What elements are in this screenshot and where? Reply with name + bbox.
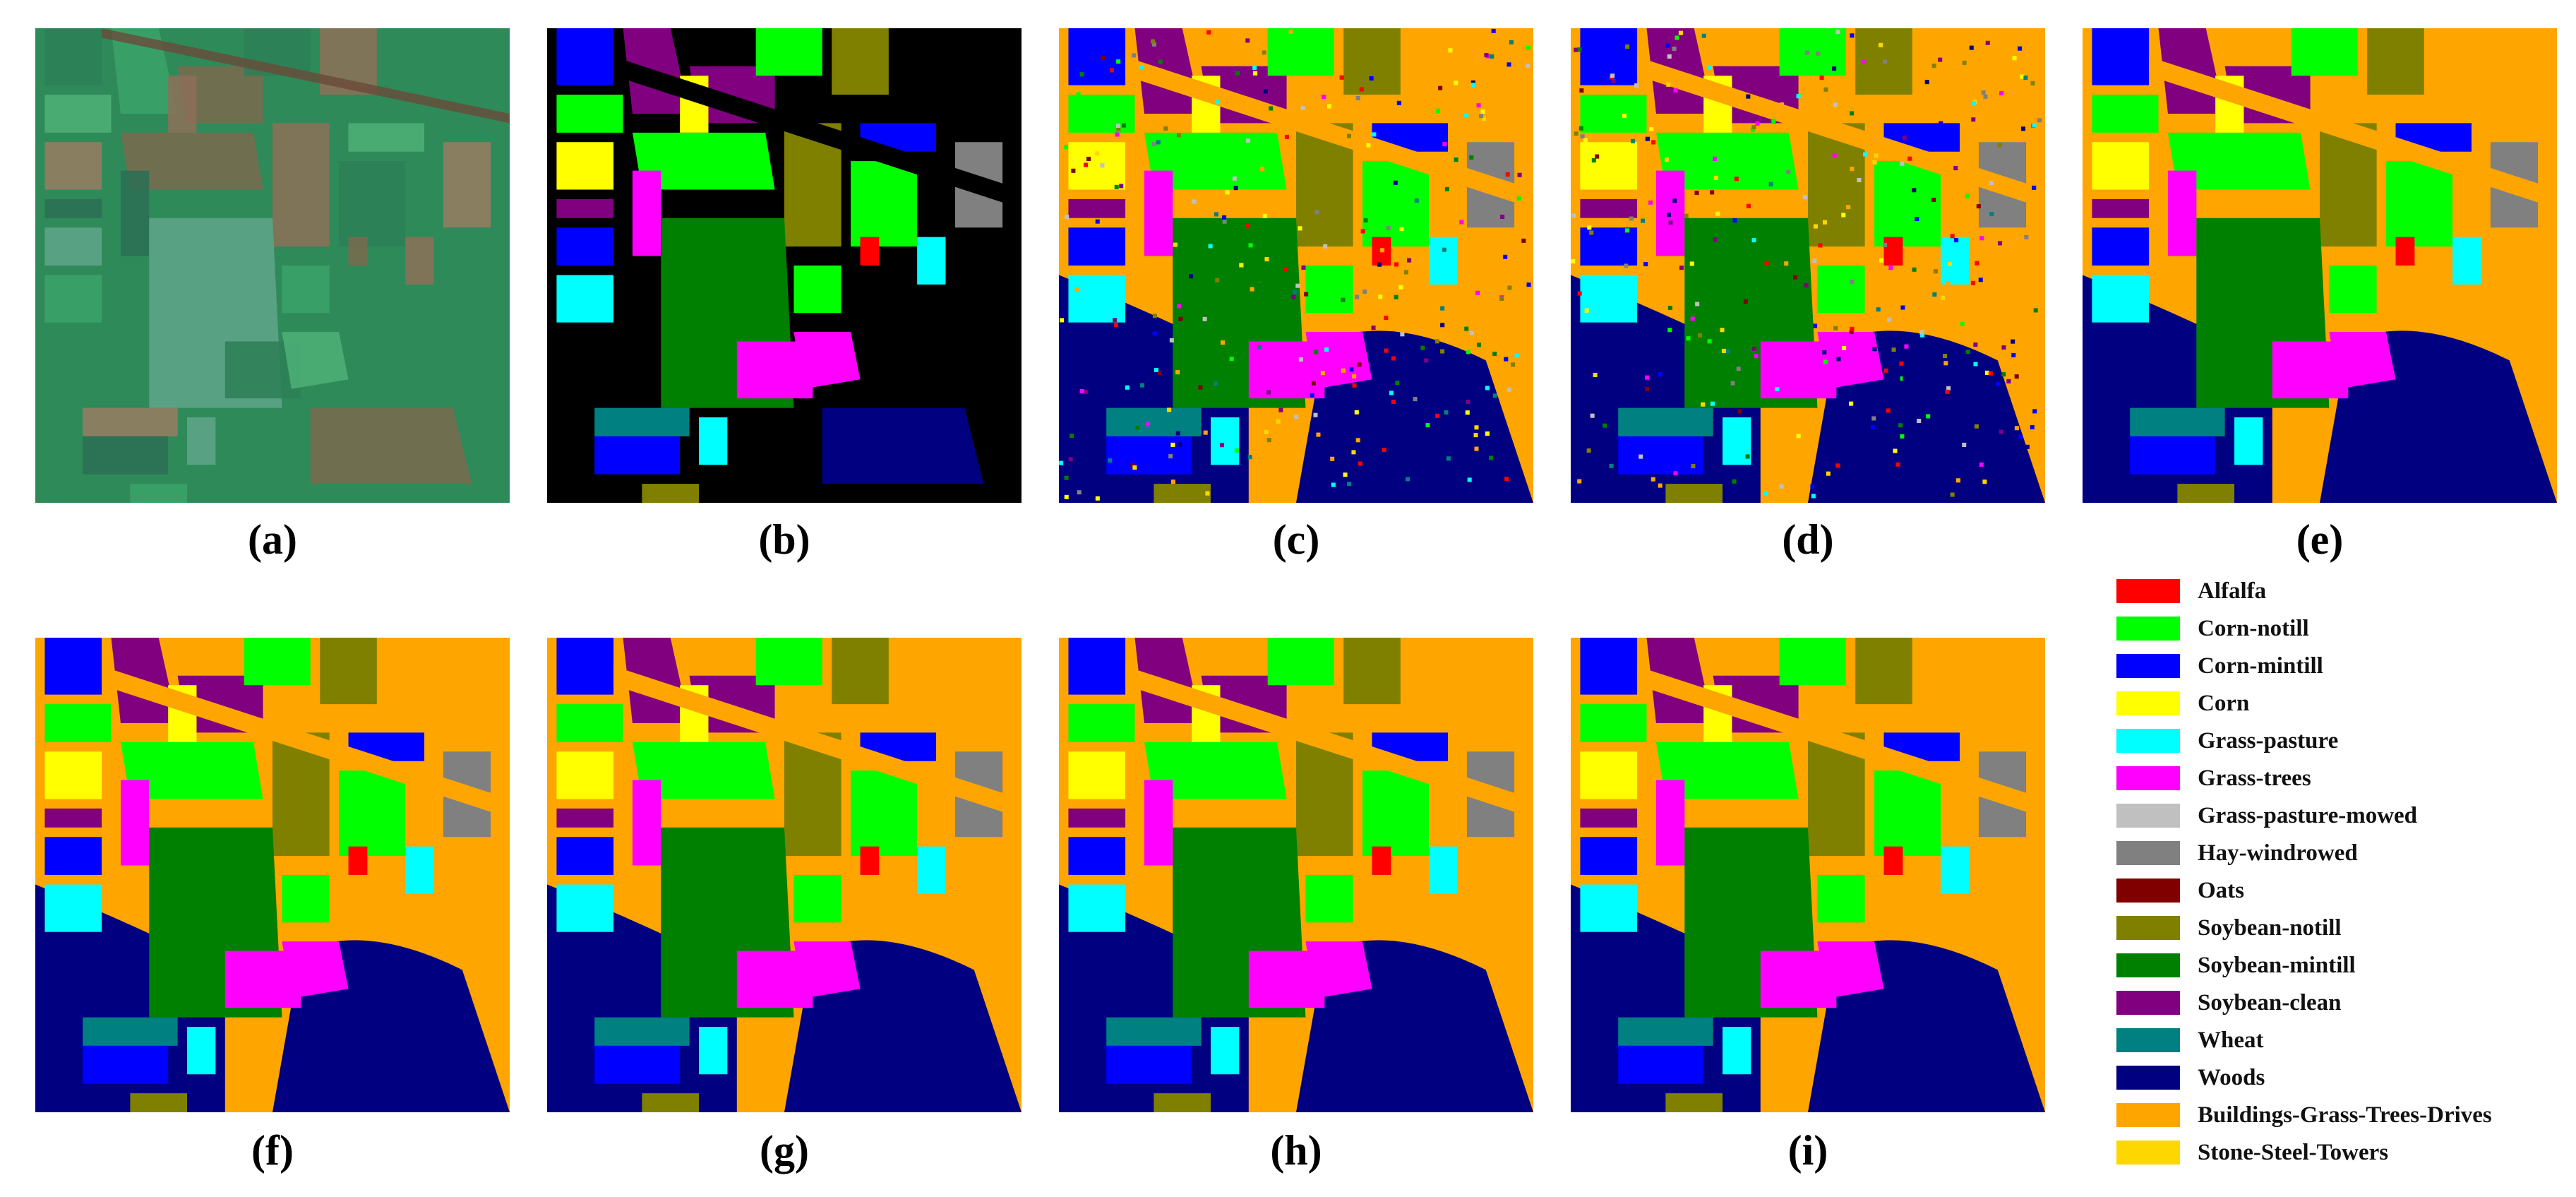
legend-item: Buildings-Grass-Trees-Drives	[2116, 1100, 2568, 1128]
legend-item: Soybean-notill	[2116, 912, 2568, 941]
caption-3: (d)	[1782, 516, 1834, 563]
legend-swatch	[2116, 729, 2180, 753]
legend-item: Soybean-mintill	[2116, 950, 2568, 978]
legend-item: Alfalfa	[2116, 576, 2568, 604]
caption-7: (h)	[1270, 1127, 1322, 1174]
legend-label: Corn	[2198, 691, 2250, 716]
classification-map-i	[1571, 638, 2045, 1112]
legend-swatch	[2116, 879, 2180, 903]
legend-swatch	[2116, 1028, 2180, 1052]
legend-label: Corn-mintill	[2198, 653, 2323, 679]
legend-label: Oats	[2198, 878, 2244, 903]
false-color-image	[35, 28, 510, 503]
legend-item: Oats	[2116, 875, 2568, 903]
legend-item: Hay-windrowed	[2116, 838, 2568, 866]
legend-label: Grass-pasture	[2198, 728, 2339, 754]
ground-truth-map	[547, 28, 1022, 503]
legend-item: Corn	[2116, 688, 2568, 716]
legend-label: Grass-trees	[2198, 766, 2311, 791]
caption-0: (a)	[248, 516, 297, 563]
classification-map-g	[547, 638, 1022, 1112]
legend-label: Grass-pasture-mowed	[2198, 803, 2418, 828]
caption-2: (c)	[1272, 516, 1320, 563]
legend-swatch	[2116, 953, 2180, 977]
legend-swatch	[2116, 691, 2180, 715]
legend-item: Stone-Steel-Towers	[2116, 1137, 2568, 1165]
classification-map-e	[2083, 28, 2557, 503]
legend-swatch	[2116, 991, 2180, 1015]
legend-swatch	[2116, 916, 2180, 940]
legend-item: Corn-notill	[2116, 613, 2568, 641]
legend-item: Wheat	[2116, 1025, 2568, 1053]
legend-swatch	[2116, 1141, 2180, 1165]
legend-swatch	[2116, 617, 2180, 641]
legend-item: Grass-pasture-mowed	[2116, 800, 2568, 828]
legend-label: Alfalfa	[2198, 578, 2267, 604]
legend-item: Woods	[2116, 1062, 2568, 1090]
caption-5: (f)	[251, 1127, 294, 1174]
legend-item: Soybean-clean	[2116, 987, 2568, 1016]
legend-label: Corn-notill	[2198, 616, 2309, 641]
classification-map-c	[1059, 28, 1533, 503]
legend-swatch	[2116, 1103, 2180, 1127]
classification-map-f	[35, 638, 510, 1112]
caption-1: (b)	[758, 516, 810, 563]
classification-map-h	[1059, 638, 1533, 1112]
legend-swatch	[2116, 804, 2180, 828]
caption-8: (i)	[1787, 1127, 1828, 1174]
classification-map-d	[1571, 28, 2045, 503]
legend-label: Buildings-Grass-Trees-Drives	[2198, 1102, 2492, 1128]
caption-4: (e)	[2296, 516, 2344, 563]
legend-item: Grass-pasture	[2116, 725, 2568, 754]
caption-6: (g)	[760, 1127, 809, 1174]
legend-label: Soybean-clean	[2198, 990, 2342, 1016]
legend-swatch	[2116, 766, 2180, 790]
legend-label: Hay-windrowed	[2198, 840, 2358, 866]
legend-item: Grass-trees	[2116, 763, 2568, 791]
legend-swatch	[2116, 1066, 2180, 1090]
legend-label: Soybean-notill	[2198, 915, 2342, 941]
legend-swatch	[2116, 654, 2180, 678]
legend-label: Woods	[2198, 1065, 2265, 1090]
legend-label: Stone-Steel-Towers	[2198, 1140, 2389, 1165]
legend-item: Corn-mintill	[2116, 650, 2568, 679]
legend-label: Wheat	[2198, 1028, 2264, 1053]
legend-swatch	[2116, 579, 2180, 603]
legend-swatch	[2116, 841, 2180, 865]
legend-label: Soybean-mintill	[2198, 953, 2356, 978]
